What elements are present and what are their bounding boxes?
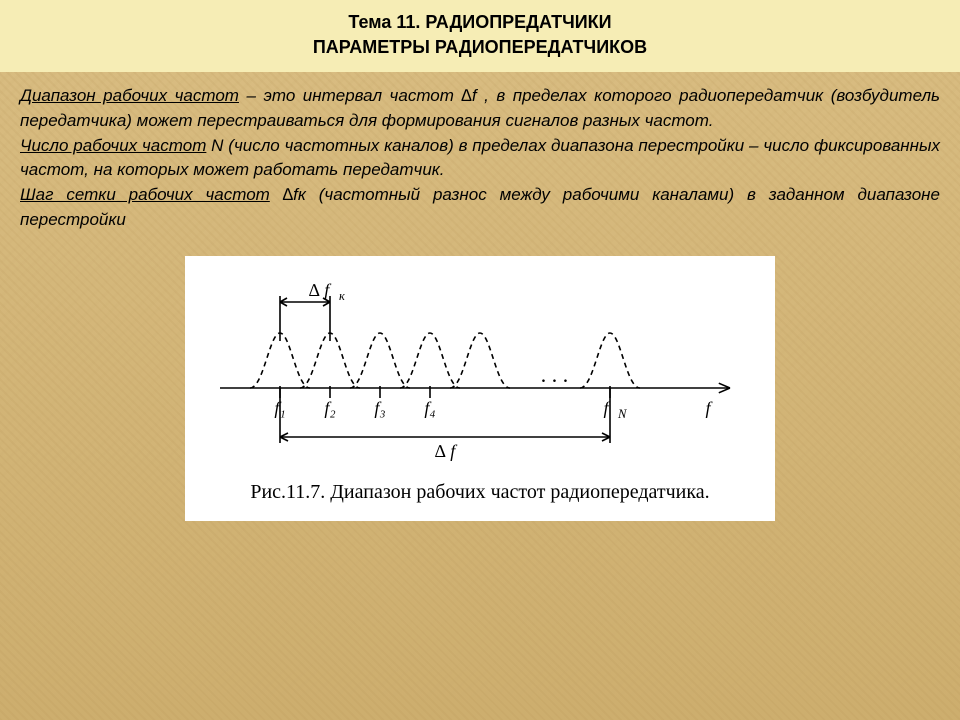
paragraph-2: Число рабочих частот N (число частотных …	[20, 134, 940, 183]
slide-body: Диапазон рабочих частот – это интервал ч…	[0, 72, 960, 521]
svg-text:f: f	[705, 398, 713, 418]
svg-text:f₃: f₃	[374, 398, 385, 418]
term-2: Число рабочих частот	[20, 136, 206, 155]
svg-text:∆ f: ∆ f	[309, 280, 333, 300]
paragraph-1: Диапазон рабочих частот – это интервал ч…	[20, 84, 940, 133]
svg-text:f₂: f₂	[324, 398, 335, 418]
paragraph-3: Шаг сетки рабочих частот ∆fк (частотный …	[20, 183, 940, 232]
header-line-2: ПАРАМЕТРЫ РАДИОПЕРЕДАТЧИКОВ	[0, 35, 960, 60]
term-1: Диапазон рабочих частот	[20, 86, 239, 105]
svg-text:∆ f: ∆ f	[435, 441, 459, 461]
frequency-diagram: f₁f₂f₃f₄fNf. . .∆ fк∆ f	[210, 278, 750, 468]
term-3: Шаг сетки рабочих частот	[20, 185, 270, 204]
svg-text:N: N	[617, 407, 627, 421]
header-line-1: Тема 11. РАДИОПРЕДАТЧИКИ	[0, 10, 960, 35]
figure-caption: Рис.11.7. Диапазон рабочих частот радиоп…	[203, 478, 757, 507]
figure-container: f₁f₂f₃f₄fNf. . .∆ fк∆ f Рис.11.7. Диапаз…	[185, 256, 775, 521]
svg-text:к: к	[339, 289, 345, 303]
svg-text:. . .: . . .	[541, 362, 569, 387]
svg-text:f₄: f₄	[424, 398, 435, 418]
slide-header: Тема 11. РАДИОПРЕДАТЧИКИ ПАРАМЕТРЫ РАДИО…	[0, 0, 960, 72]
